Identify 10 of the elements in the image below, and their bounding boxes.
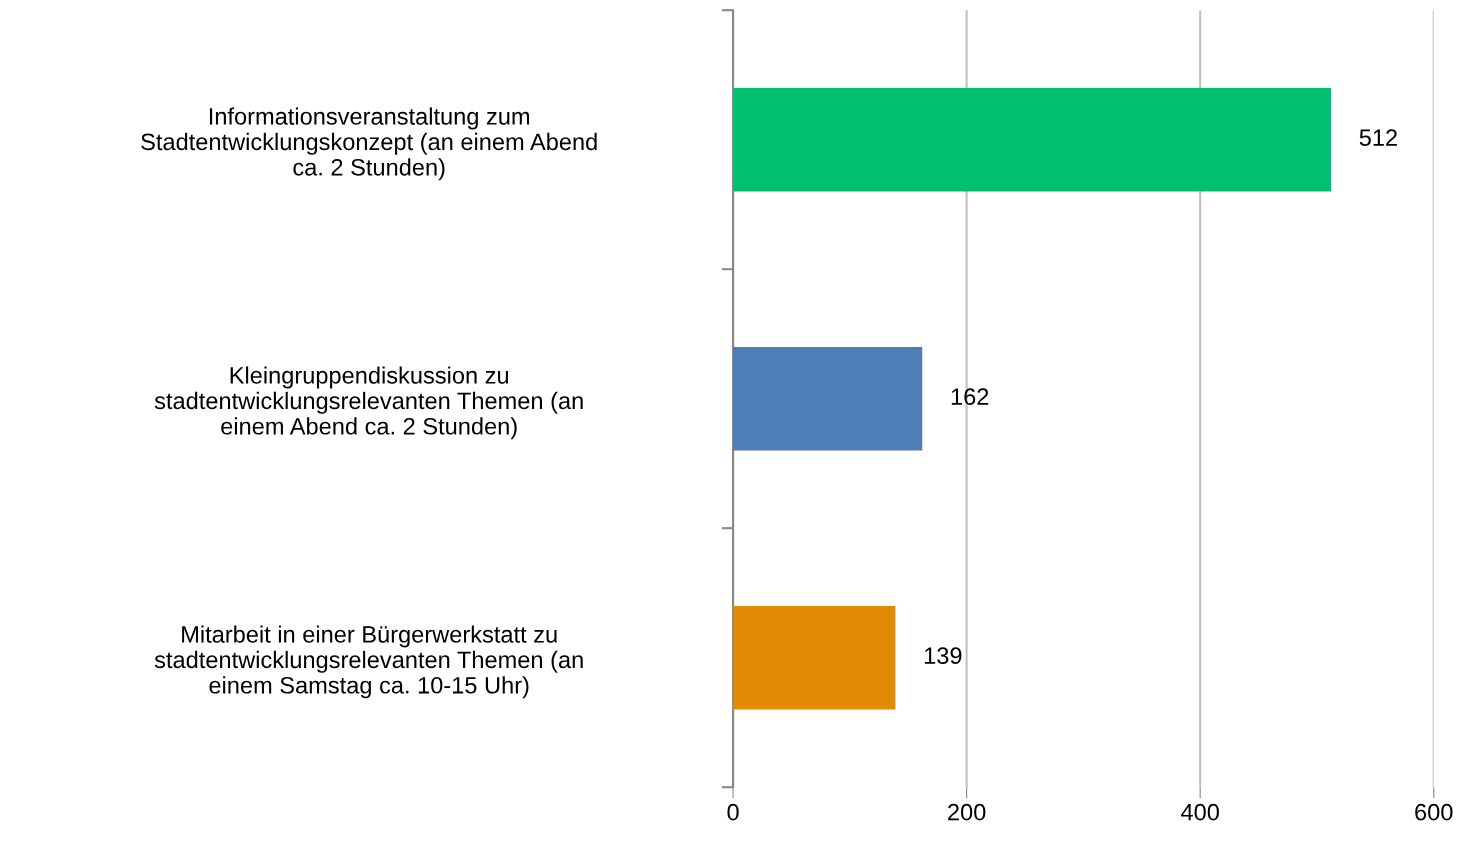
data-label: 162: [951, 388, 989, 406]
y-tick-label: Mitarbeit in einer Bürgerwerkstatt zu stadtentwicklungsrelevanten Themen (an einem Samstag ca. 10-15 Uhr): [154, 625, 583, 699]
data-label: 139: [924, 647, 962, 665]
x-tick-label: 200: [948, 803, 986, 821]
y-tick-label: Informationsveranstaltung zum Stadtentwicklungskonzept (an einem Abend ca. 2 Stunden): [141, 107, 597, 181]
data-label: 512: [1359, 129, 1397, 147]
x-tick-label: 0: [727, 803, 739, 821]
x-tick-label: 400: [1181, 803, 1219, 821]
x-tick-label: 600: [1415, 803, 1453, 821]
y-tick-label: Kleingruppendiskussion zu stadtentwicklungsrelevanten Themen (an einem Abend ca. 2 Stunden): [154, 366, 583, 440]
